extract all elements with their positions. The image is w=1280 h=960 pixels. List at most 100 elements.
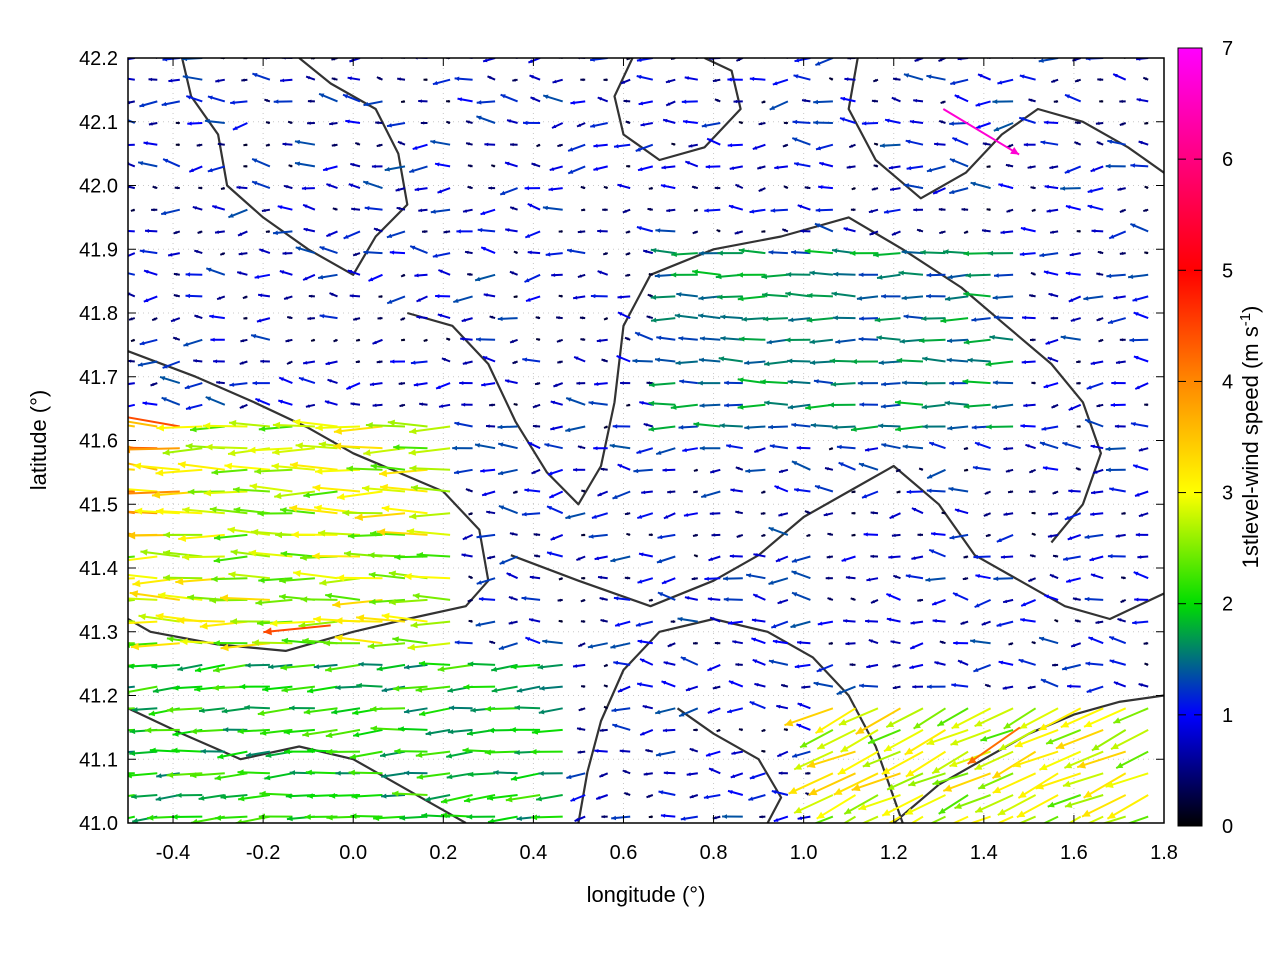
wind-vector (886, 592, 901, 601)
wind-vector (217, 142, 225, 146)
wind-vector (1031, 511, 1036, 515)
wind-vector (599, 772, 609, 778)
wind-vector (842, 815, 857, 823)
wind-vector (1070, 317, 1081, 322)
wind-vector (813, 379, 834, 385)
wind-vector (143, 141, 158, 146)
wind-vector (1070, 642, 1082, 648)
wind-vector (202, 422, 248, 430)
wind-vector (895, 468, 901, 473)
wind-vector (780, 683, 789, 688)
y-tick-label: 41.9 (79, 239, 118, 261)
wind-vector (237, 769, 270, 776)
wind-vector (1130, 422, 1149, 428)
wind-vector (461, 317, 473, 323)
wind-vector (325, 360, 338, 366)
wind-vector (1133, 355, 1149, 363)
wind-vector (962, 577, 969, 581)
wind-vector (793, 487, 811, 493)
wind-vector (279, 270, 293, 276)
wind-vector (603, 425, 609, 429)
wind-vector (738, 248, 766, 255)
wind-vector (185, 95, 203, 103)
wind-vector (824, 467, 834, 471)
wind-vector (1138, 683, 1149, 688)
wind-vector (1028, 468, 1036, 474)
wind-vector (305, 75, 316, 81)
wind-vector (403, 770, 428, 776)
wind-vector (926, 165, 946, 173)
wind-vector (752, 658, 766, 666)
wind-vector (352, 252, 361, 257)
wind-vector (681, 99, 698, 104)
wind-vector (1068, 489, 1081, 493)
wind-vector (194, 663, 225, 673)
wind-vector (962, 378, 991, 385)
wind-vector (398, 381, 406, 386)
wind-vector (550, 425, 563, 431)
colorbar-tick-label: 2 (1222, 594, 1233, 616)
wind-vector (303, 490, 338, 499)
wind-vector (140, 549, 180, 558)
wind-vector (289, 504, 338, 515)
wind-vector (533, 533, 541, 537)
wind-vector (430, 208, 451, 214)
wind-vector (947, 425, 969, 431)
wind-vector (425, 728, 451, 736)
wind-vector (950, 78, 969, 86)
wind-vector (198, 707, 225, 714)
wind-vector (704, 576, 721, 581)
wind-vector (785, 337, 811, 343)
wind-vector (137, 360, 158, 367)
wind-vector (857, 380, 879, 386)
wind-vector (1053, 100, 1059, 103)
wind-vector (1137, 555, 1149, 559)
wind-vector (1096, 140, 1104, 146)
wind-vector (1050, 78, 1059, 84)
wind-vector (412, 143, 428, 151)
wind-vector (977, 73, 991, 81)
wind-vector (489, 315, 496, 320)
wind-vector (168, 78, 180, 83)
wind-vector (232, 122, 248, 131)
wind-vector (414, 187, 428, 192)
wind-vector (603, 78, 608, 82)
wind-vector (974, 598, 992, 609)
wind-vector (727, 143, 743, 148)
wind-vector (759, 815, 766, 819)
wind-vector (684, 596, 699, 601)
wind-vector (486, 510, 496, 515)
wind-vector (1120, 598, 1127, 604)
wind-vector (895, 425, 924, 432)
wind-vector (228, 419, 270, 428)
wind-vector (738, 121, 744, 125)
contour-8 (847, 58, 1164, 200)
wind-vector (635, 143, 654, 152)
wind-vector (1044, 184, 1059, 190)
wind-vector (595, 794, 609, 800)
wind-vector (778, 771, 788, 775)
wind-vector (209, 506, 248, 515)
wind-vector (303, 707, 338, 715)
wind-vector (1017, 772, 1059, 799)
wind-vector (761, 533, 766, 538)
wind-vector (889, 187, 901, 191)
wind-vector (533, 554, 541, 558)
wind-vector (1052, 663, 1059, 667)
wind-vector (693, 468, 699, 472)
wind-vector (467, 164, 473, 168)
wind-vector (799, 729, 834, 749)
wind-vector (679, 379, 698, 385)
wind-vector (626, 164, 631, 168)
wind-vector (381, 612, 428, 623)
wind-vector (763, 360, 789, 367)
wind-vector (527, 202, 541, 211)
wind-vector (361, 485, 406, 493)
wind-vector (144, 727, 180, 734)
wind-vector (394, 748, 428, 755)
wind-vector (963, 338, 991, 345)
wind-vector (998, 183, 1014, 190)
wind-vector (400, 317, 406, 321)
wind-vector (954, 794, 991, 810)
wind-vector (435, 382, 451, 390)
